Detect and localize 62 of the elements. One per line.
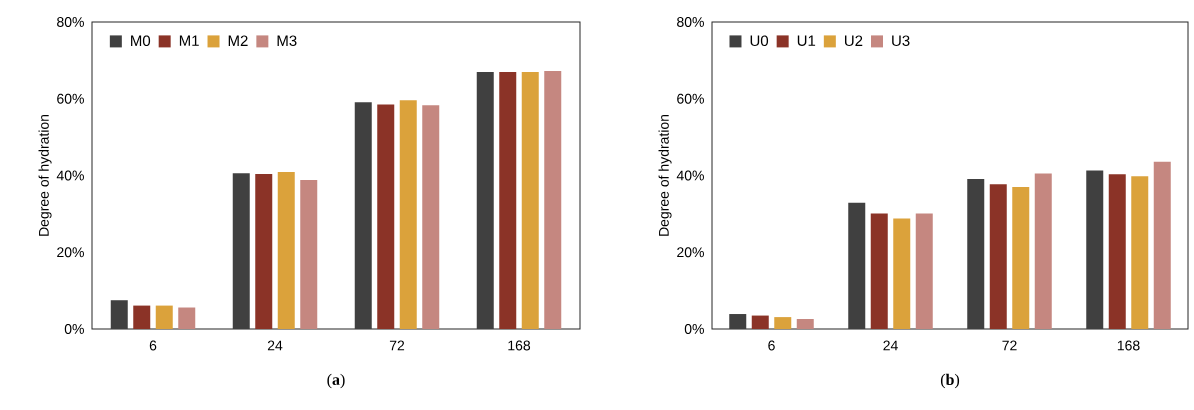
y-tick-label: 60% xyxy=(677,93,704,104)
y-tick-label: 40% xyxy=(676,170,704,181)
x-tick-label: 24 xyxy=(267,340,283,351)
y-tick-label: 60% xyxy=(57,93,84,104)
x-tick-label: 72 xyxy=(1002,340,1017,351)
bar xyxy=(1153,161,1171,329)
bar xyxy=(893,218,911,329)
bar xyxy=(774,317,792,329)
legend-label: U0 xyxy=(750,35,769,47)
legend-label: M3 xyxy=(277,35,297,47)
legend-label: M2 xyxy=(228,35,248,46)
bar xyxy=(255,173,273,329)
bar xyxy=(155,305,173,329)
bar xyxy=(377,104,395,329)
bar xyxy=(277,172,295,329)
bar xyxy=(989,184,1007,329)
text: (a) xyxy=(327,373,345,389)
bar xyxy=(232,173,250,329)
bar xyxy=(1108,174,1126,329)
bar xyxy=(1086,170,1104,329)
bar xyxy=(544,71,562,329)
bar xyxy=(499,71,517,329)
y-tick-label: 40% xyxy=(56,170,84,181)
bar xyxy=(110,300,128,329)
x-tick-label: 6 xyxy=(149,340,157,351)
x-tick-label: 6 xyxy=(768,340,775,351)
x-tick-label: 24 xyxy=(883,340,898,351)
bar xyxy=(133,305,151,329)
bar xyxy=(796,319,814,329)
y-axis-title: Degree of hydration xyxy=(658,114,672,236)
y-tick-label: 80% xyxy=(677,17,704,27)
bar xyxy=(521,71,539,329)
y-tick-label: 80% xyxy=(57,17,84,27)
bar xyxy=(1131,176,1149,329)
x-tick-label: 72 xyxy=(389,340,405,351)
bar xyxy=(354,102,372,329)
bar xyxy=(476,71,494,329)
y-tick-label: 0% xyxy=(64,324,84,334)
x-tick-label: 168 xyxy=(508,340,531,351)
y-tick-label: 20% xyxy=(57,247,84,258)
legend-label: U3 xyxy=(892,35,910,47)
bar xyxy=(1012,187,1030,329)
bar xyxy=(848,202,866,329)
legend-label: U2 xyxy=(845,35,863,47)
y-tick-label: 20% xyxy=(677,247,704,258)
legend-label: M1 xyxy=(179,35,199,46)
bar xyxy=(300,180,318,329)
bar xyxy=(915,213,933,329)
bar xyxy=(751,315,769,329)
legend-label: M0 xyxy=(131,35,151,47)
bar xyxy=(399,100,417,329)
bar xyxy=(967,178,985,329)
x-tick-label: 168 xyxy=(1117,340,1140,351)
bar xyxy=(729,314,747,329)
y-tick-label: 0% xyxy=(684,324,704,334)
bar xyxy=(178,307,196,329)
bar xyxy=(1034,173,1052,329)
y-axis-title: Degree of hydration xyxy=(38,114,52,236)
legend-label: U1 xyxy=(797,35,816,46)
bar xyxy=(870,213,888,329)
bar xyxy=(422,105,440,329)
text: (b) xyxy=(940,373,960,389)
